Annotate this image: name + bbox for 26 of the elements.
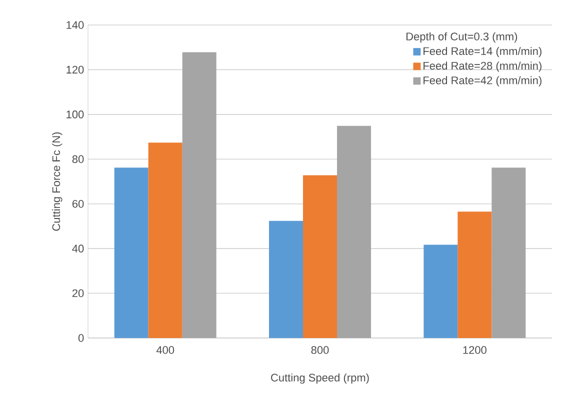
bar	[424, 244, 458, 338]
y-tick-label: 20	[72, 289, 84, 298]
bar	[458, 212, 492, 338]
bar	[114, 168, 148, 338]
legend-label: Feed Rate=28 (mm/min)	[424, 62, 542, 72]
bar	[182, 52, 216, 338]
y-tick-label: 40	[72, 244, 84, 252]
x-axis-title: Cutting Speed (rpm)	[271, 373, 369, 384]
y-tick-label: 80	[72, 155, 84, 164]
y-tick-label: 140	[66, 21, 84, 29]
legend-label: Feed Rate=14 (mm/min)	[424, 46, 542, 58]
bar	[269, 220, 303, 338]
bar	[148, 142, 182, 338]
x-tick-label: 1200	[463, 346, 486, 354]
y-axis-title: Cutting Force Fc (N)	[52, 132, 62, 231]
legend-title: Depth of Cut=0.3 (mm)	[406, 32, 518, 43]
bar	[492, 168, 526, 338]
y-tick-label: 0	[78, 334, 84, 342]
x-tick-label: 800	[311, 346, 329, 354]
bar	[303, 175, 337, 338]
x-tick-label: 400	[156, 346, 174, 354]
y-tick-label: 60	[72, 200, 84, 208]
y-tick-label: 100	[66, 110, 84, 118]
legend-label: Feed Rate=42 (mm/min)	[424, 76, 542, 86]
bar	[337, 126, 371, 338]
y-tick-label: 120	[66, 66, 84, 74]
